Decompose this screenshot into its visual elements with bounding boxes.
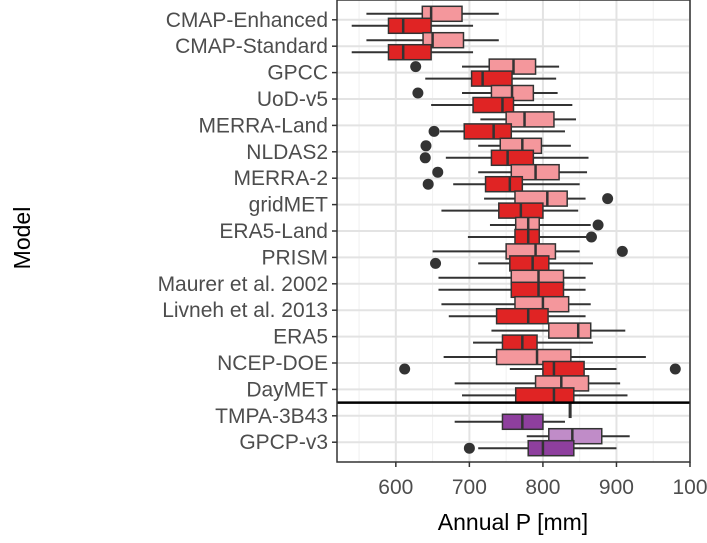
box-dark [428, 123, 565, 140]
x-axis-title: Annual P [mm] [438, 509, 588, 535]
y-tick-label: GPCC [267, 62, 328, 85]
box-iqr [387, 17, 432, 35]
outlier-point [602, 193, 614, 205]
y-tick-label: PRISM [261, 246, 328, 269]
box-iqr [495, 307, 549, 325]
x-tick-labels: 600 700 800 900 100 [378, 462, 707, 499]
outlier-point [410, 61, 422, 73]
box-dark [431, 96, 573, 114]
outlier-point [422, 178, 434, 190]
x-tick-label: 900 [599, 476, 634, 499]
box-iqr [387, 43, 432, 61]
outlier-point [399, 363, 411, 375]
outlier-point [432, 166, 444, 178]
box-dark [448, 307, 586, 325]
box-light [480, 111, 577, 128]
box-iqr [470, 70, 513, 87]
box-dark [441, 202, 579, 219]
outlier-point [585, 231, 597, 243]
outlier-point [592, 219, 604, 231]
y-tick-label: Maurer et al. 2002 [158, 273, 328, 296]
y-tick-label: NCEP-DOE [217, 352, 328, 375]
y-tick-label: MERRA-2 [233, 167, 328, 190]
box-iqr [542, 360, 585, 378]
x-tick-label: 700 [452, 476, 487, 499]
boxes [351, 5, 681, 457]
box-light [568, 401, 572, 419]
y-axis-title: Model [9, 207, 35, 270]
box-dark [454, 413, 565, 431]
box-dark [422, 175, 580, 193]
box-iqr [501, 334, 538, 351]
box-dark [463, 439, 617, 457]
box-iqr [509, 255, 550, 272]
box-iqr [505, 111, 555, 128]
box-dark [419, 149, 589, 167]
box-dark [430, 255, 593, 272]
y-tick-label: ERA5 [273, 326, 328, 349]
box-iqr [484, 175, 524, 193]
box-light [432, 163, 588, 181]
box-dark [351, 43, 474, 61]
outlier-point [419, 152, 431, 164]
y-tick-label: GPCP-v3 [239, 431, 328, 454]
outlier-point [616, 245, 628, 257]
box-dark [351, 17, 474, 35]
outlier-point [463, 442, 475, 454]
y-tick-labels: CMAP-Enhanced CMAP-Standard GPCC UoD-v5 MERR… [158, 9, 337, 454]
box-iqr [463, 123, 513, 140]
box-light [491, 322, 626, 339]
box-light [366, 5, 499, 23]
box-dark [462, 387, 628, 404]
box-dark [438, 281, 586, 299]
x-tick-label: 600 [378, 476, 413, 499]
y-tick-label: Livneh et al. 2013 [162, 299, 328, 322]
y-tick-label: ERA5-Land [219, 220, 328, 243]
outlier-point [428, 125, 440, 137]
y-tick-label: TMPA-3B43 [215, 405, 328, 428]
box-dark [467, 228, 597, 246]
y-tick-label: UoD-v5 [257, 88, 328, 111]
outlier-point [430, 257, 442, 269]
box-dark [425, 70, 557, 87]
box-iqr [514, 387, 575, 404]
outlier-point [412, 87, 424, 99]
box-iqr [490, 149, 535, 167]
box-iqr [472, 96, 515, 114]
y-tick-label: CMAP-Standard [175, 35, 328, 58]
x-tick-label: 100 [672, 476, 707, 499]
y-tick-label: gridMET [249, 194, 329, 217]
box-iqr [548, 322, 592, 339]
y-tick-label: MERRA-Land [198, 114, 328, 137]
y-tick-label: CMAP-Enhanced [166, 9, 328, 32]
box-light [441, 295, 591, 313]
outlier-point [669, 363, 681, 375]
outlier-point [420, 140, 432, 152]
y-tick-label: NLDAS2 [246, 141, 328, 164]
box-iqr [527, 439, 575, 457]
box-light [366, 31, 499, 49]
y-tick-label: DayMET [246, 378, 328, 401]
x-tick-label: 800 [525, 476, 560, 499]
